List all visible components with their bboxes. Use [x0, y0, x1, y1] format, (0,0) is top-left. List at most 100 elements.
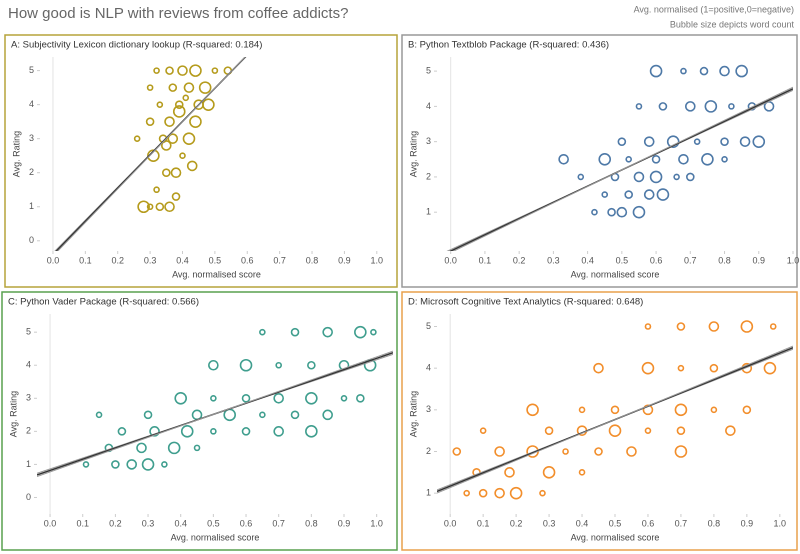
point: [164, 201, 175, 213]
y-tick-label: 0: [26, 492, 31, 502]
x-axis-label: Avg. normalised score: [172, 269, 261, 279]
point: [171, 192, 181, 201]
point: [593, 362, 604, 374]
point: [162, 168, 171, 178]
point: [210, 394, 217, 402]
x-tick-label: 0.8: [708, 518, 721, 528]
point: [478, 488, 488, 498]
x-tick-label: 1.0: [371, 255, 384, 265]
x-axis-label: Avg. normalised score: [571, 269, 660, 279]
y-tick-label: 1: [426, 207, 431, 217]
x-tick-label: 0.7: [273, 255, 286, 265]
y-tick-label: 5: [29, 65, 34, 75]
x-tick-label: 0.1: [79, 255, 92, 265]
point: [182, 94, 190, 102]
x-tick-label: 0.6: [240, 518, 253, 528]
point: [164, 116, 175, 127]
point: [539, 489, 546, 497]
y-axis-label: Avg. Rating: [408, 131, 418, 177]
y-tick-label: 2: [426, 446, 431, 456]
point: [676, 426, 686, 435]
point: [208, 359, 219, 371]
point: [626, 446, 637, 457]
x-tick-label: 0.8: [305, 518, 318, 528]
panel-border: [1, 291, 398, 551]
x-tick-label: 0.8: [718, 255, 731, 265]
y-tick-label: 5: [26, 327, 31, 337]
x-tick-label: 0.2: [111, 255, 124, 265]
point: [578, 406, 586, 414]
point: [210, 428, 217, 435]
point: [193, 444, 201, 452]
point: [649, 170, 663, 184]
x-tick-label: 0.4: [581, 255, 594, 265]
point: [701, 152, 714, 166]
y-tick-label: 1: [426, 488, 431, 498]
point: [183, 82, 195, 93]
point: [643, 136, 655, 147]
point: [223, 408, 236, 422]
point: [145, 117, 155, 126]
confidence-line: [437, 345, 793, 494]
y-tick-label: 0: [29, 235, 34, 245]
point: [656, 188, 670, 201]
x-tick-label: 0.5: [616, 255, 629, 265]
point: [143, 410, 153, 420]
point: [146, 203, 154, 211]
point: [562, 448, 569, 455]
point: [82, 461, 90, 468]
point: [644, 323, 652, 330]
x-tick-label: 0.2: [510, 518, 523, 528]
point: [137, 200, 150, 214]
point: [542, 466, 556, 479]
point: [165, 66, 174, 75]
x-tick-label: 0.6: [650, 255, 663, 265]
x-tick-label: 0.6: [642, 518, 655, 528]
point: [95, 411, 103, 419]
point: [167, 441, 181, 455]
x-tick-label: 0.9: [741, 518, 754, 528]
point: [742, 405, 752, 415]
plot: [37, 325, 393, 477]
x-tick-label: 0.0: [444, 518, 457, 528]
y-tick-label: 5: [426, 321, 431, 331]
x-tick-label: 0.5: [209, 255, 222, 265]
y-tick-label: 2: [26, 426, 31, 436]
point: [259, 411, 266, 419]
y-tick-label: 1: [26, 459, 31, 469]
confidence-line: [37, 350, 393, 477]
x-tick-label: 0.1: [477, 518, 490, 528]
point: [174, 391, 188, 405]
point: [721, 155, 728, 163]
x-tick-label: 0.3: [142, 518, 155, 528]
point: [725, 425, 736, 436]
point: [699, 66, 709, 76]
panel-title: A: Subjectivity Lexicon dictionary looku…: [11, 40, 262, 51]
y-tick-label: 4: [29, 99, 34, 109]
point: [509, 486, 523, 500]
point: [608, 424, 622, 437]
point: [177, 65, 188, 76]
x-tick-label: 0.5: [609, 518, 622, 528]
point: [363, 358, 377, 372]
point: [598, 152, 612, 166]
point: [133, 135, 141, 142]
point: [641, 361, 655, 375]
point: [601, 191, 609, 198]
point: [594, 447, 603, 456]
point: [305, 425, 318, 438]
plot: [446, 64, 793, 251]
point: [182, 132, 196, 145]
point: [625, 155, 632, 163]
y-tick-label: 3: [26, 393, 31, 403]
point: [356, 393, 365, 403]
x-tick-label: 0.9: [753, 255, 766, 265]
point: [172, 105, 186, 118]
x-tick-label: 0.1: [76, 518, 89, 528]
point: [739, 136, 751, 147]
point: [174, 100, 184, 109]
point: [126, 459, 138, 470]
note: Avg. normalised (1=positive,0=negative): [634, 4, 794, 14]
x-axis-label: Avg. normalised score: [571, 532, 660, 542]
